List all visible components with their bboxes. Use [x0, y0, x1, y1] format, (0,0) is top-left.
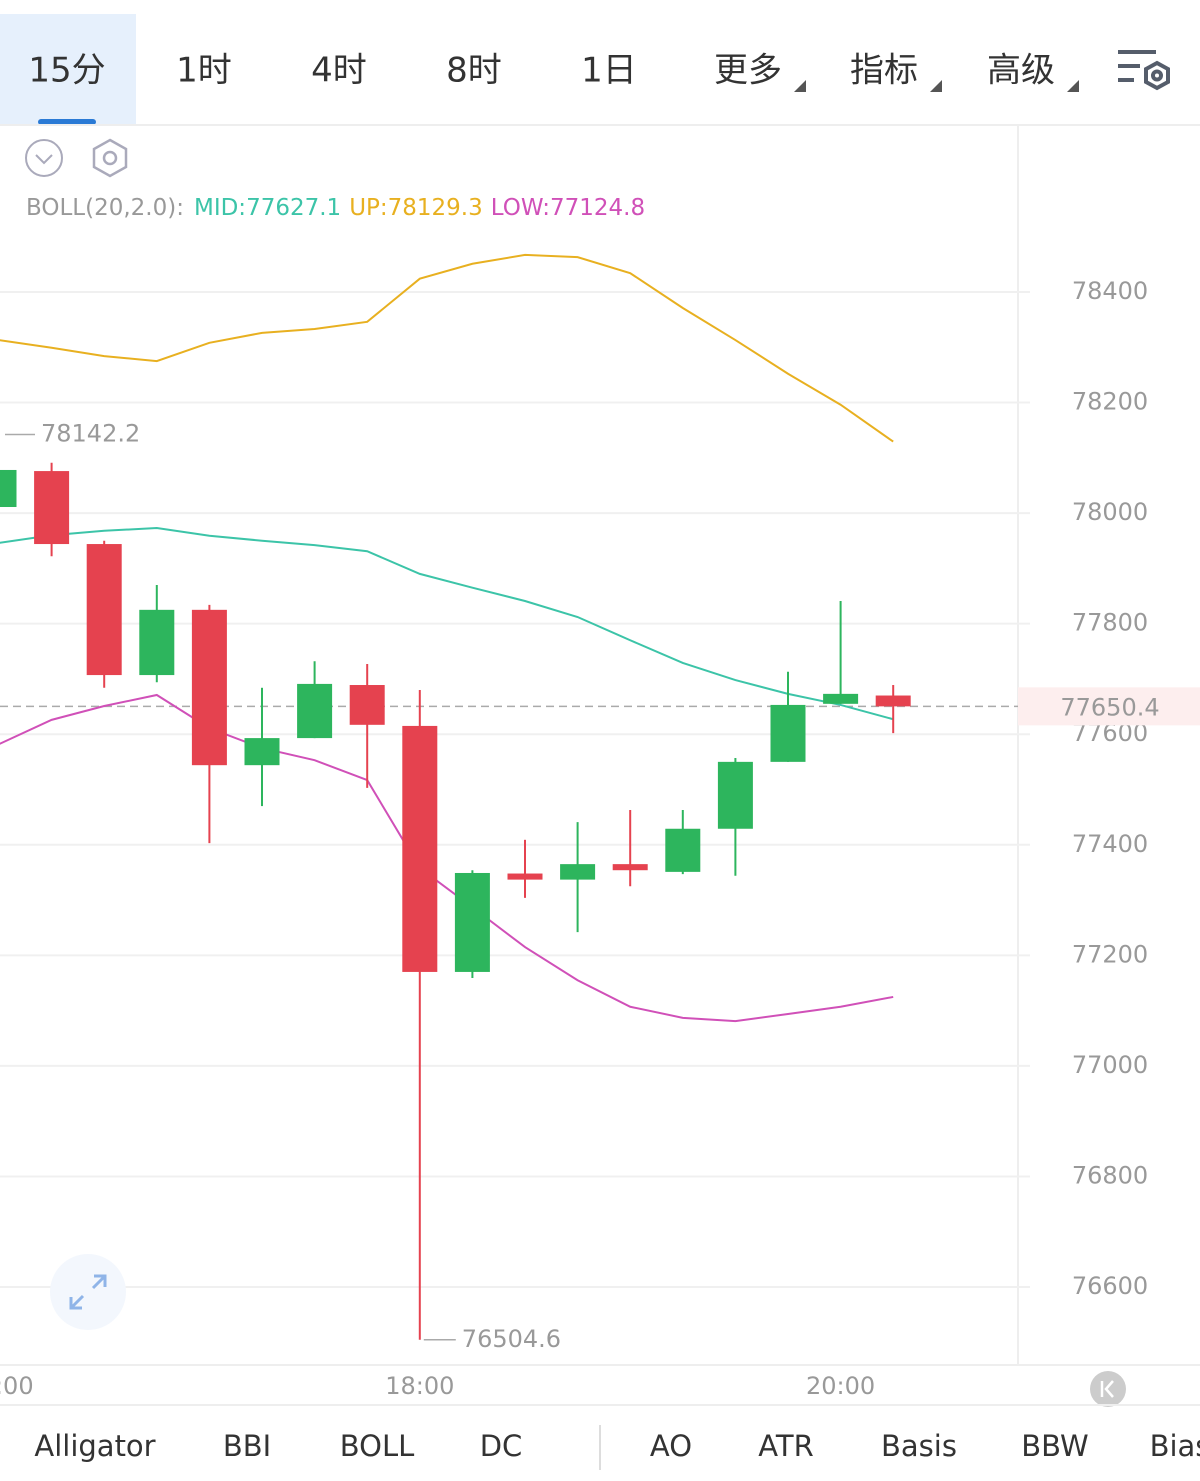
settings-icon[interactable] — [1118, 50, 1170, 91]
timeframe-tab[interactable]: 8时 — [446, 51, 502, 91]
legend: BOLL(20,2.0): MID:77627.1 UP:78129.3 LOW:77… — [26, 195, 645, 221]
candle-body — [139, 609, 175, 676]
indicator-settings-icon[interactable] — [92, 138, 128, 178]
legend-name: MID: — [194, 195, 246, 221]
y-tick-label: 77400 — [1072, 830, 1148, 858]
boll-line — [0, 253, 894, 443]
candle-body — [612, 864, 648, 871]
collapse-icon[interactable] — [25, 139, 63, 177]
indicator-tab[interactable]: ATR — [758, 1429, 813, 1463]
candle-body — [297, 683, 333, 739]
indicator-tab[interactable]: BBW — [1021, 1429, 1088, 1463]
y-tick-label: 76800 — [1072, 1161, 1148, 1189]
y-tick-label: 78000 — [1072, 498, 1148, 526]
indicator-tab[interactable]: Bias — [1150, 1429, 1200, 1463]
indicator-tab[interactable]: BBI — [223, 1429, 271, 1463]
legend-name: LOW: — [491, 195, 550, 221]
fullscreen-button[interactable] — [50, 1254, 126, 1330]
legend-name: UP: — [349, 195, 387, 221]
candle-body — [507, 873, 543, 880]
candle-body — [402, 725, 438, 972]
indicator-tab[interactable]: AO — [650, 1429, 692, 1463]
timeframe-tab[interactable]: 15分 — [28, 51, 105, 91]
high-label: 78142.2 — [41, 419, 140, 447]
candle-body — [86, 544, 122, 676]
timeframe-tab[interactable]: 1日 — [581, 51, 637, 91]
y-tick-label: 78400 — [1072, 277, 1148, 305]
candle-body — [244, 738, 280, 766]
candle-body — [665, 828, 701, 872]
candle-body — [349, 685, 385, 725]
indicator-tab[interactable]: Alligator — [34, 1429, 155, 1463]
timeframe-bar: 15分 1时 4时 8时 1日 更多 指标 高级 — [0, 14, 1079, 125]
indicator-tab[interactable]: DC — [480, 1429, 523, 1463]
grid — [0, 290, 1200, 1289]
candle-body — [717, 761, 753, 829]
y-tick-label: 77000 — [1072, 1051, 1148, 1079]
indicator-tab[interactable]: BOLL — [340, 1429, 415, 1463]
low-label: 76504.6 — [462, 1325, 561, 1353]
boll-line — [0, 693, 894, 1023]
candle-body — [770, 704, 806, 762]
candle-body — [191, 609, 227, 766]
last-price-box — [1018, 687, 1200, 726]
menu-tab[interactable]: 高级 — [987, 51, 1055, 91]
dropdown-caret — [930, 80, 942, 92]
candle-body — [0, 469, 17, 508]
candle-body — [34, 471, 70, 545]
boll-line — [0, 527, 894, 721]
axes: 7660076800770007720077400776007780078000… — [0, 277, 1200, 1400]
candle-body — [823, 693, 859, 704]
candle-body — [560, 864, 596, 880]
x-tick-label: 16:00 — [0, 1372, 34, 1400]
timeframe-tab[interactable]: 1时 — [176, 51, 232, 91]
menu-tab[interactable]: 指标 — [850, 51, 918, 91]
scroll-latest-button[interactable] — [1090, 1371, 1126, 1407]
legend-value: 78129.3 — [388, 195, 483, 221]
legend-value: 77627.1 — [246, 195, 341, 221]
dropdown-caret — [1067, 80, 1079, 92]
legend-value: 77124.8 — [550, 195, 645, 221]
y-tick-label: 77800 — [1072, 609, 1148, 637]
last-price-label: 77650.4 — [1060, 693, 1159, 721]
candle-body — [875, 695, 911, 707]
timeframe-tab[interactable]: 4时 — [311, 51, 367, 91]
active-tab-indicator — [38, 119, 96, 125]
x-tick-label: 20:00 — [806, 1372, 875, 1400]
plot — [0, 253, 911, 1340]
indicator-bar: Alligator BBI BOLL DC AO ATR Basis BBW Bias — [34, 1429, 1200, 1463]
x-tick-label: 18:00 — [385, 1372, 454, 1400]
menu-tab[interactable]: 更多 — [714, 51, 782, 91]
y-tick-label: 77200 — [1072, 940, 1148, 968]
y-tick-label: 76600 — [1072, 1272, 1148, 1300]
indicator-label: BOLL(20,2.0): — [26, 195, 184, 221]
indicator-tab[interactable]: Basis — [881, 1429, 957, 1463]
y-tick-label: 78200 — [1072, 388, 1148, 416]
active-tab-bg — [0, 14, 136, 125]
dropdown-caret — [794, 80, 806, 92]
candle-body — [454, 872, 490, 972]
